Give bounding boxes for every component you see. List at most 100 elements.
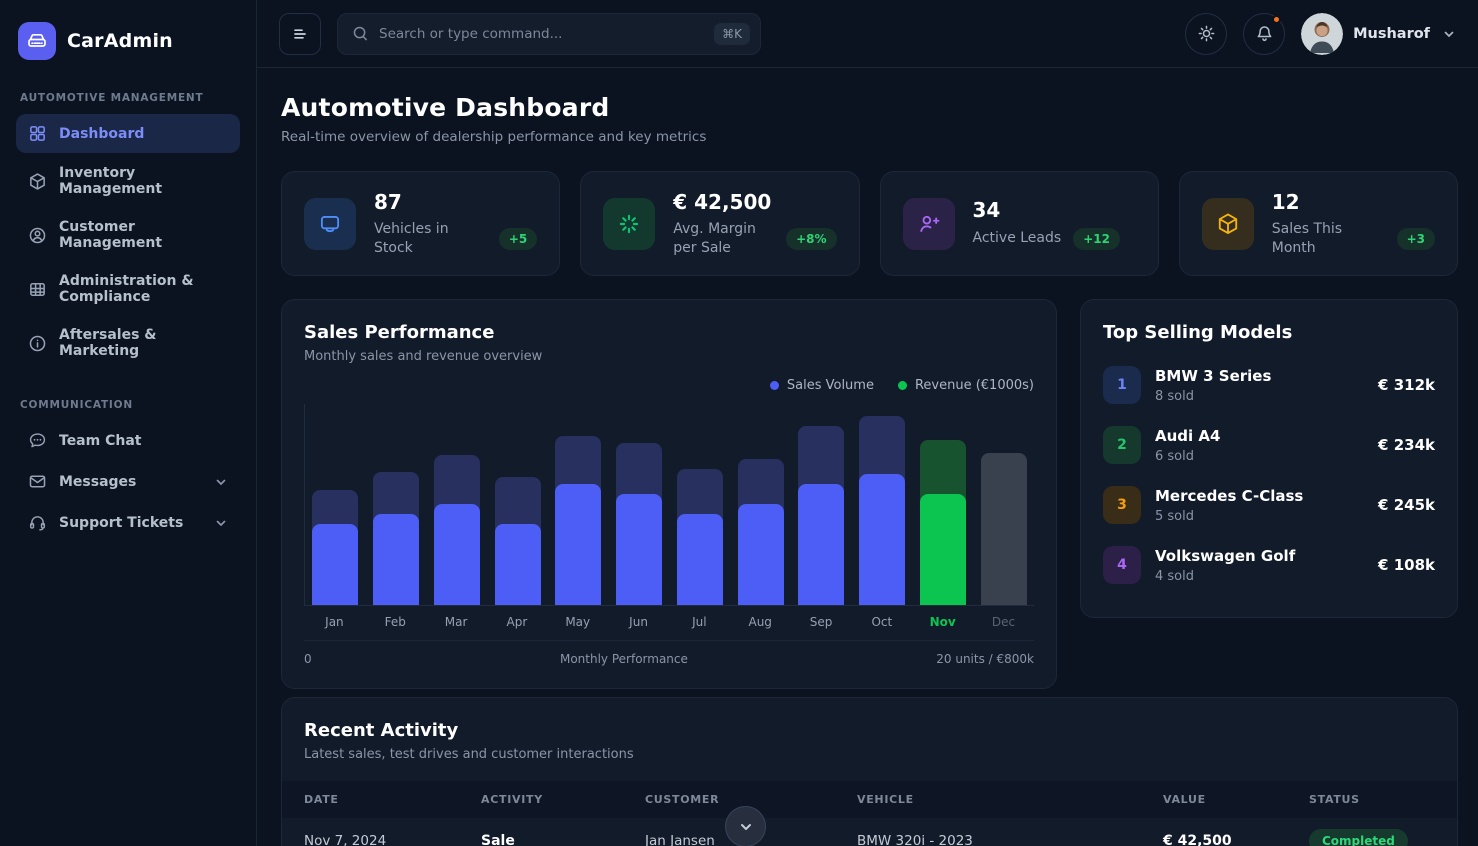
sidebar-item-administration[interactable]: Administration & Compliance <box>16 263 240 315</box>
activity-title: Recent Activity <box>304 720 1435 741</box>
sidebar-item-label: Messages <box>59 474 136 490</box>
model-name: Audi A4 <box>1155 427 1220 445</box>
loader-icon <box>603 198 655 250</box>
page-subtitle: Real-time overview of dealership perform… <box>281 129 1458 145</box>
sidebar-item-label: Customer Management <box>59 219 228 251</box>
recent-activity-card: Recent Activity Latest sales, test drive… <box>281 697 1458 846</box>
month-label-sep: Sep <box>791 615 852 629</box>
column-header-value: VALUE <box>1163 793 1309 806</box>
sidebar-item-label: Dashboard <box>59 126 144 142</box>
list-item-model-4: 4 Volkswagen Golf 4 sold € 108k <box>1103 535 1435 595</box>
bar-chart-plot <box>304 404 1034 606</box>
top-selling-models-card: Top Selling Models 1 BMW 3 Series 8 sold… <box>1080 299 1458 618</box>
stats-row: 87 Vehicles in Stock +5 <box>281 171 1458 276</box>
legend-label: Revenue (€1000s) <box>915 378 1034 393</box>
model-sold-count: 5 sold <box>1155 509 1303 524</box>
sidebar-item-inventory[interactable]: Inventory Management <box>16 155 240 207</box>
stat-trend-badge: +12 <box>1073 228 1120 250</box>
list-item-model-2: 2 Audi A4 6 sold € 234k <box>1103 415 1435 475</box>
chevron-down-icon <box>1442 27 1456 41</box>
table-row: Nov 7, 2024 Sale Jan Jansen BMW 320i - 2… <box>282 818 1457 846</box>
column-header-vehicle: VEHICLE <box>857 793 1163 806</box>
info-icon <box>28 334 47 353</box>
user-plus-icon <box>903 198 955 250</box>
mail-icon <box>28 472 47 491</box>
nav-section-label: AUTOMOTIVE MANAGEMENT <box>20 92 236 104</box>
user-menu[interactable]: Musharof <box>1301 13 1456 55</box>
dashboard-content: Automotive Dashboard Real-time overview … <box>257 68 1478 846</box>
menu-icon <box>291 25 309 43</box>
model-name: Volkswagen Golf <box>1155 547 1295 565</box>
bar-sales-volume <box>616 494 662 605</box>
model-name: BMW 3 Series <box>1155 367 1271 385</box>
cube-icon <box>1202 198 1254 250</box>
sun-icon <box>1197 24 1216 43</box>
month-label-jun: Jun <box>608 615 669 629</box>
stat-value: 87 <box>374 190 537 214</box>
cell-value: € 42,500 <box>1163 833 1309 846</box>
model-sold-count: 4 sold <box>1155 569 1295 584</box>
bar-group-mar <box>427 404 488 605</box>
scroll-down-button[interactable] <box>725 806 766 846</box>
bar-sales-volume <box>859 474 905 605</box>
user-circle-icon <box>28 226 47 245</box>
rank-badge: 2 <box>1103 426 1141 464</box>
chart-subtitle: Monthly sales and revenue overview <box>304 349 1034 364</box>
stat-value: 34 <box>973 198 1136 222</box>
table-icon <box>28 280 47 299</box>
models-title: Top Selling Models <box>1103 322 1435 343</box>
stat-trend-badge: +8% <box>786 228 836 250</box>
cell-vehicle: BMW 320i - 2023 <box>857 833 1163 846</box>
month-label-jul: Jul <box>669 615 730 629</box>
table-header: DATE ACTIVITY CUSTOMER VEHICLE VALUE STA… <box>282 781 1457 818</box>
bar-sales-volume <box>738 504 784 605</box>
page-title: Automotive Dashboard <box>281 93 1458 122</box>
bar-sales-volume <box>312 524 358 605</box>
cube-icon <box>28 172 47 191</box>
bar-sales-volume <box>373 514 419 605</box>
legend-label: Sales Volume <box>787 378 874 393</box>
bar-group-jul <box>670 404 731 605</box>
search-input[interactable] <box>379 26 704 42</box>
notifications-button[interactable] <box>1243 13 1285 55</box>
sidebar-item-aftersales[interactable]: Aftersales & Marketing <box>16 317 240 369</box>
chevron-down-icon <box>738 819 754 835</box>
theme-toggle-button[interactable] <box>1185 13 1227 55</box>
chart-title: Sales Performance <box>304 322 1034 343</box>
sidebar-item-dashboard[interactable]: Dashboard <box>16 114 240 153</box>
search-shortcut-badge: ⌘K <box>714 23 750 45</box>
user-avatar <box>1301 13 1343 55</box>
stat-body: € 42,500 Avg. Margin per Sale +8% <box>673 190 836 256</box>
chart-month-axis: JanFebMarAprMayJunJulAugSepOctNovDec <box>304 615 1034 629</box>
bar-sales-volume <box>798 484 844 605</box>
bar-sales-volume <box>920 494 966 605</box>
chevron-down-icon <box>214 475 228 489</box>
sidebar-item-customers[interactable]: Customer Management <box>16 209 240 261</box>
bar-sales-volume <box>677 514 723 605</box>
sidebar-item-messages[interactable]: Messages <box>16 462 240 501</box>
chevron-down-icon <box>214 516 228 530</box>
notification-dot <box>1272 15 1281 24</box>
chat-icon <box>28 431 47 450</box>
activity-head: Recent Activity Latest sales, test drive… <box>282 720 1457 762</box>
brand-logo[interactable]: CarAdmin <box>16 18 240 62</box>
sidebar-item-label: Aftersales & Marketing <box>59 327 228 359</box>
sidebar: CarAdmin AUTOMOTIVE MANAGEMENT Dashboard… <box>0 0 257 846</box>
bar-sales-volume <box>555 484 601 605</box>
stat-label: Active Leads <box>973 229 1062 247</box>
axis-max-label: 20 units / €800k <box>936 652 1034 666</box>
model-sold-count: 8 sold <box>1155 389 1271 404</box>
bar-group-feb <box>366 404 427 605</box>
bar-group-oct <box>852 404 913 605</box>
dashboard-grid-row: Sales Performance Monthly sales and reve… <box>281 299 1458 689</box>
user-name: Musharof <box>1353 26 1430 42</box>
sidebar-toggle-button[interactable] <box>279 13 321 55</box>
legend-dot-green <box>898 381 907 390</box>
sidebar-item-support-tickets[interactable]: Support Tickets <box>16 503 240 542</box>
list-item-model-1: 1 BMW 3 Series 8 sold € 312k <box>1103 355 1435 415</box>
column-header-date: DATE <box>304 793 481 806</box>
axis-min-label: 0 <box>304 652 312 666</box>
bar-group-sep <box>791 404 852 605</box>
sidebar-item-team-chat[interactable]: Team Chat <box>16 421 240 460</box>
axis-caption: Monthly Performance <box>312 652 937 666</box>
